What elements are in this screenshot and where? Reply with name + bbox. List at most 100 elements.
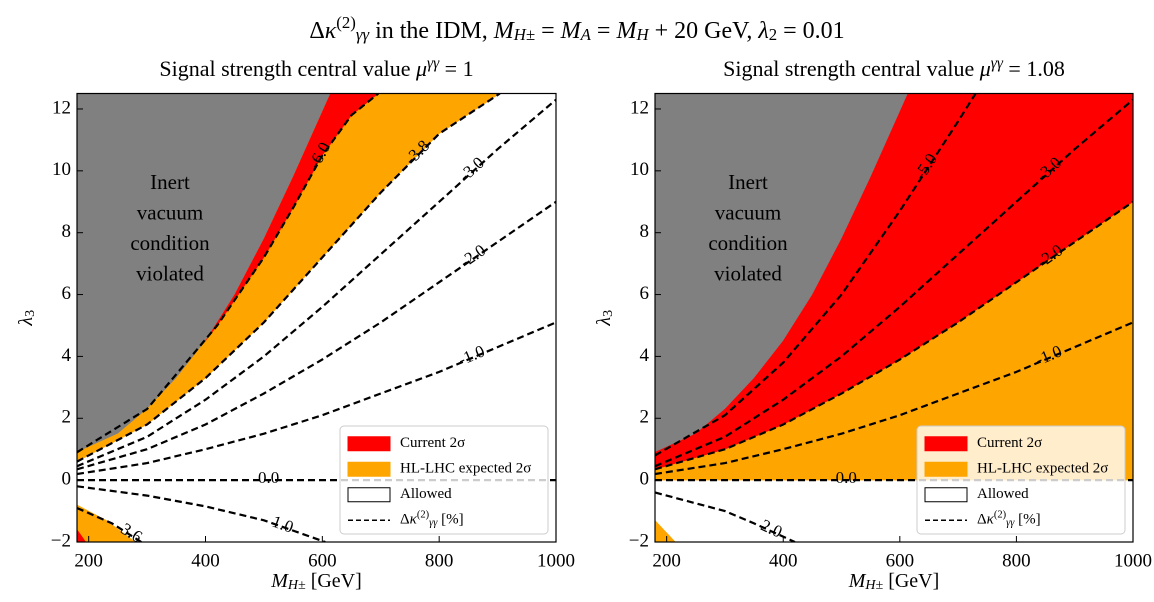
y-tick-label: 4	[62, 345, 72, 366]
text-part: + 20 GeV,	[649, 18, 759, 44]
y-axis-label: λ3	[15, 310, 38, 327]
region-annotation: condition	[130, 231, 210, 255]
text-part: 3	[601, 310, 616, 317]
figure-title: Δκ(2)γγ in the IDM, MH± = MA = MH + 20 G…	[309, 13, 844, 44]
legend-label: Current 2σ	[977, 435, 1042, 451]
region-annotation: Inert	[728, 170, 768, 194]
text-part: κ	[410, 512, 418, 528]
text-part: Signal strength central value	[723, 56, 980, 81]
legend-box	[339, 425, 549, 535]
text-part: γγ	[356, 25, 370, 44]
region-annotation: violated	[714, 261, 782, 285]
text-part: Δ	[309, 18, 324, 44]
region-annotation: violated	[136, 261, 204, 285]
plot-frame	[76, 92, 557, 543]
text-part: κ	[325, 18, 337, 44]
legend-swatch	[924, 487, 968, 503]
y-axis-label: λ3	[593, 310, 616, 327]
legend-label: Allowed	[400, 486, 452, 502]
contour-label: 1.0	[270, 512, 296, 537]
y-tick-label: −2	[51, 530, 71, 551]
text-part: M	[848, 570, 867, 592]
y-tick-label: 10	[52, 159, 71, 180]
y-tick-label: 6	[640, 283, 650, 304]
x-tick-label: 800	[1002, 550, 1031, 571]
text-part: (2)	[994, 510, 1007, 521]
x-tick-label: 1000	[537, 550, 575, 571]
contour-label: -1.0	[455, 341, 487, 369]
contour-line	[77, 93, 380, 454]
text-part: [%]	[1014, 512, 1040, 528]
y-tick-label: 12	[630, 97, 649, 118]
x-tick-label: 400	[769, 550, 798, 571]
contour-line	[655, 200, 1133, 471]
contour-line	[77, 506, 142, 542]
x-axis-label: MH± [GeV]	[270, 570, 362, 593]
contour-label: -3.0	[455, 153, 488, 185]
contour-line	[77, 200, 556, 471]
subtitle: Signal strength central value μγγ = 1	[159, 55, 473, 81]
text-part: κ	[987, 512, 995, 528]
region	[77, 93, 379, 542]
contour-line	[655, 491, 796, 542]
legend-label: Current 2σ	[400, 435, 465, 451]
text-part: = 0.01	[777, 18, 845, 44]
contour-label: 2.0	[758, 515, 785, 541]
contour-line	[77, 93, 501, 463]
contour-label: -2.0	[456, 241, 489, 272]
region	[77, 93, 501, 542]
text-part: H	[635, 25, 649, 44]
text-part: [GeV]	[883, 570, 939, 592]
text-part: [GeV]	[306, 570, 362, 592]
text-part: λ	[757, 18, 768, 44]
text-part: M	[615, 18, 638, 44]
legend-swatch	[347, 461, 391, 477]
text-part: γγ	[991, 55, 1004, 72]
text-part: H±	[287, 578, 306, 593]
x-tick-label: 600	[886, 550, 915, 571]
text-part: M	[560, 18, 583, 44]
text-part: μ	[415, 56, 427, 81]
y-tick-label: 0	[640, 468, 650, 489]
text-part: H±	[864, 578, 883, 593]
text-part: Δ	[977, 512, 987, 528]
y-tick-label: 8	[62, 221, 72, 242]
y-tick-label: 4	[640, 345, 650, 366]
text-part: γγ	[427, 55, 440, 72]
text-part: in the IDM,	[369, 18, 494, 44]
text-part: (2)	[417, 510, 430, 521]
legend-label: HL-LHC expected 2σ	[400, 461, 531, 477]
text-part: λ	[593, 317, 615, 327]
text-part: [%]	[437, 512, 463, 528]
contour-line	[655, 93, 977, 457]
text-part: γγ	[1006, 517, 1015, 528]
y-tick-label: 10	[630, 159, 649, 180]
region-annotation: vacuum	[137, 200, 203, 224]
y-tick-label: 8	[640, 221, 650, 242]
y-tick-label: −2	[629, 530, 649, 551]
text-part: = 1.08	[1003, 56, 1065, 81]
contour-line	[77, 98, 556, 468]
text-part: γγ	[429, 517, 438, 528]
y-tick-label: 6	[62, 283, 72, 304]
contour-line	[77, 485, 326, 542]
text-part: A	[580, 25, 592, 44]
text-part: = 1	[439, 56, 473, 81]
legend-box	[916, 425, 1126, 535]
text-part: =	[591, 18, 617, 44]
y-tick-label: 12	[52, 97, 71, 118]
y-tick-label: 0	[62, 468, 72, 489]
legend-label: Allowed	[977, 486, 1029, 502]
region-annotation: condition	[708, 231, 788, 255]
x-tick-label: 200	[652, 550, 681, 571]
contour-line	[77, 321, 556, 476]
text-part: λ	[15, 317, 37, 327]
text-part: Δ	[400, 512, 410, 528]
text-part: μ	[979, 56, 991, 81]
x-axis-label: MH± [GeV]	[848, 570, 940, 593]
x-tick-label: 1000	[1114, 550, 1152, 571]
text-part: (2)	[336, 13, 356, 32]
text-part: 3	[23, 310, 38, 317]
y-tick-label: 2	[640, 407, 650, 428]
